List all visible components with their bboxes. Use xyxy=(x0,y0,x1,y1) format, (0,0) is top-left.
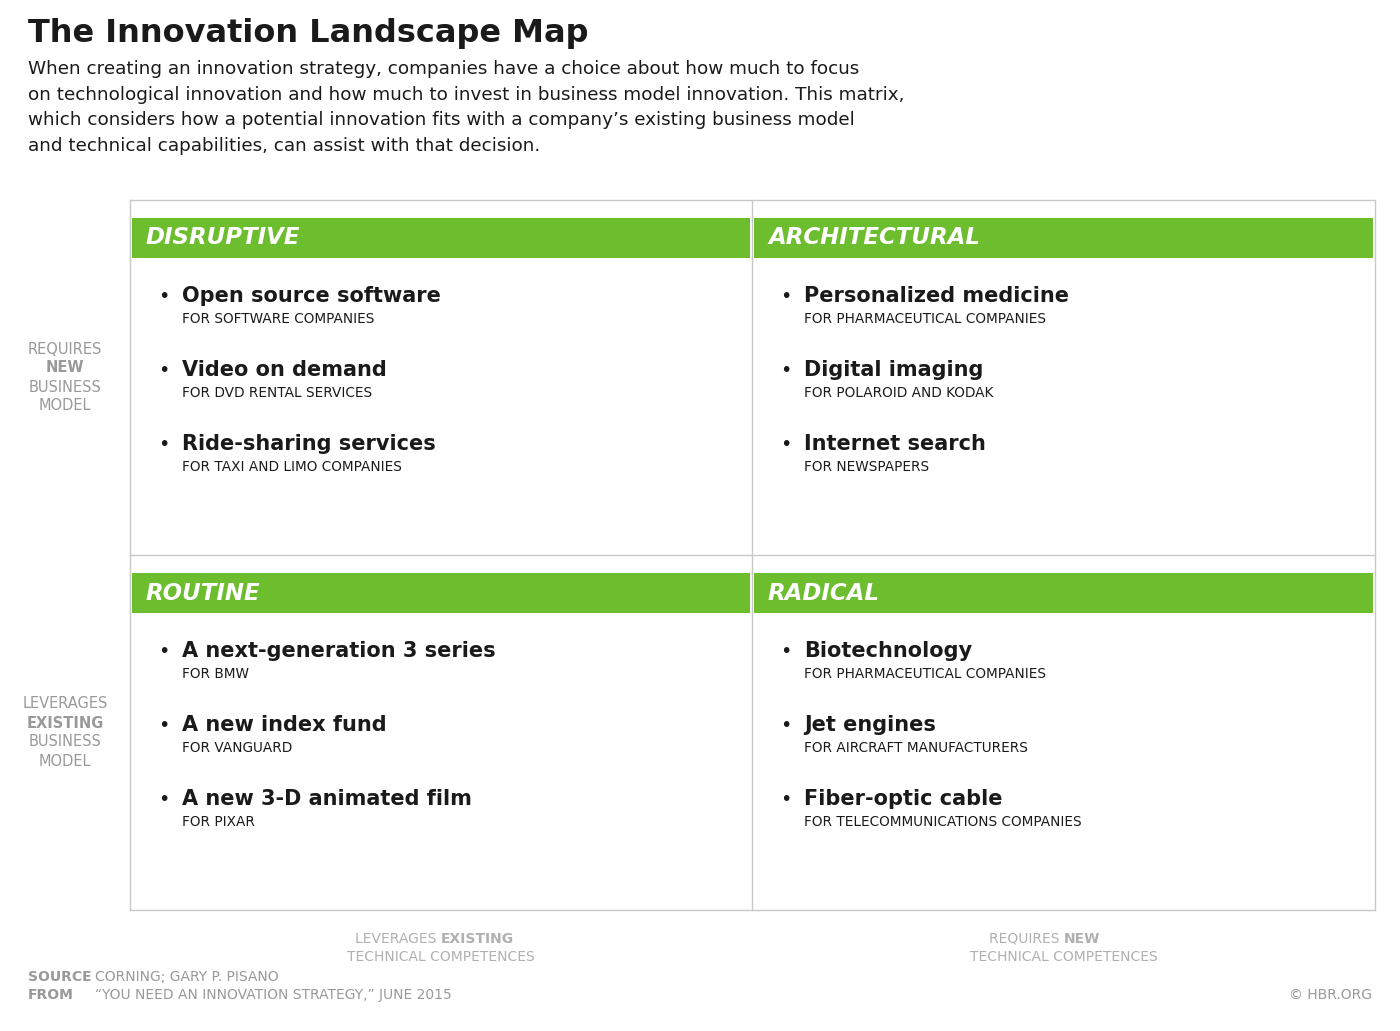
Text: MODEL: MODEL xyxy=(39,754,91,768)
Text: •: • xyxy=(158,642,169,661)
Text: •: • xyxy=(780,287,791,306)
Text: CORNING; GARY P. PISANO: CORNING; GARY P. PISANO xyxy=(95,970,279,984)
Text: When creating an innovation strategy, companies have a choice about how much to : When creating an innovation strategy, co… xyxy=(28,60,904,155)
Text: Personalized medicine: Personalized medicine xyxy=(804,286,1070,306)
Text: FOR PIXAR: FOR PIXAR xyxy=(182,814,255,829)
Text: Digital imaging: Digital imaging xyxy=(804,360,983,380)
Text: ARCHITECTURAL: ARCHITECTURAL xyxy=(769,227,980,250)
Text: ROUTINE: ROUTINE xyxy=(146,581,260,604)
Text: LEVERAGES: LEVERAGES xyxy=(22,697,108,711)
Text: •: • xyxy=(780,642,791,661)
Text: FOR SOFTWARE COMPANIES: FOR SOFTWARE COMPANIES xyxy=(182,312,374,326)
Text: Internet search: Internet search xyxy=(804,434,986,454)
Text: REQUIRES: REQUIRES xyxy=(28,341,102,357)
Text: FOR DVD RENTAL SERVICES: FOR DVD RENTAL SERVICES xyxy=(182,386,372,400)
Text: NEW: NEW xyxy=(1064,932,1100,946)
Text: FOR BMW: FOR BMW xyxy=(182,667,249,681)
Text: REQUIRES: REQUIRES xyxy=(988,932,1064,946)
Text: Biotechnology: Biotechnology xyxy=(804,641,972,661)
Text: FOR AIRCRAFT MANUFACTURERS: FOR AIRCRAFT MANUFACTURERS xyxy=(804,741,1028,755)
Text: Video on demand: Video on demand xyxy=(182,360,386,380)
Text: •: • xyxy=(780,716,791,735)
Text: LEVERAGES: LEVERAGES xyxy=(356,932,441,946)
Text: BUSINESS: BUSINESS xyxy=(28,379,101,395)
Text: NEW: NEW xyxy=(46,361,84,375)
Text: BUSINESS: BUSINESS xyxy=(28,734,101,750)
Text: •: • xyxy=(158,435,169,454)
Text: FOR NEWSPAPERS: FOR NEWSPAPERS xyxy=(804,460,930,474)
Text: •: • xyxy=(158,716,169,735)
Text: © HBR.ORG: © HBR.ORG xyxy=(1289,988,1372,1002)
Bar xyxy=(132,573,750,613)
Text: •: • xyxy=(158,790,169,809)
Text: Ride-sharing services: Ride-sharing services xyxy=(182,434,435,454)
Text: A next-generation 3 series: A next-generation 3 series xyxy=(182,641,496,661)
Text: EXISTING: EXISTING xyxy=(27,716,104,731)
Text: FROM: FROM xyxy=(28,988,74,1002)
Text: TECHNICAL COMPETENCES: TECHNICAL COMPETENCES xyxy=(347,950,535,964)
Text: EXISTING: EXISTING xyxy=(441,932,514,946)
Text: •: • xyxy=(780,361,791,380)
Text: •: • xyxy=(780,435,791,454)
Text: FOR PHARMACEUTICAL COMPANIES: FOR PHARMACEUTICAL COMPANIES xyxy=(804,312,1046,326)
Text: FOR PHARMACEUTICAL COMPANIES: FOR PHARMACEUTICAL COMPANIES xyxy=(804,667,1046,681)
Text: SOURCE: SOURCE xyxy=(28,970,91,984)
Text: Jet engines: Jet engines xyxy=(804,716,935,735)
Text: MODEL: MODEL xyxy=(39,399,91,413)
Bar xyxy=(755,573,1373,613)
Text: A new 3-D animated film: A new 3-D animated film xyxy=(182,789,472,809)
Text: FOR TAXI AND LIMO COMPANIES: FOR TAXI AND LIMO COMPANIES xyxy=(182,460,402,474)
Text: The Innovation Landscape Map: The Innovation Landscape Map xyxy=(28,18,588,49)
Text: FOR VANGUARD: FOR VANGUARD xyxy=(182,741,293,755)
Text: •: • xyxy=(780,790,791,809)
Text: RADICAL: RADICAL xyxy=(769,581,881,604)
Text: •: • xyxy=(158,287,169,306)
Text: A new index fund: A new index fund xyxy=(182,716,386,735)
Bar xyxy=(755,218,1373,258)
Text: Fiber-optic cable: Fiber-optic cable xyxy=(804,789,1002,809)
Text: •: • xyxy=(158,361,169,380)
Text: “YOU NEED AN INNOVATION STRATEGY,” JUNE 2015: “YOU NEED AN INNOVATION STRATEGY,” JUNE … xyxy=(95,988,452,1002)
Text: TECHNICAL COMPETENCES: TECHNICAL COMPETENCES xyxy=(970,950,1158,964)
Text: FOR TELECOMMUNICATIONS COMPANIES: FOR TELECOMMUNICATIONS COMPANIES xyxy=(804,814,1082,829)
Text: DISRUPTIVE: DISRUPTIVE xyxy=(146,227,301,250)
Text: Open source software: Open source software xyxy=(182,286,441,306)
Text: FOR POLAROID AND KODAK: FOR POLAROID AND KODAK xyxy=(804,386,994,400)
Bar xyxy=(132,218,750,258)
